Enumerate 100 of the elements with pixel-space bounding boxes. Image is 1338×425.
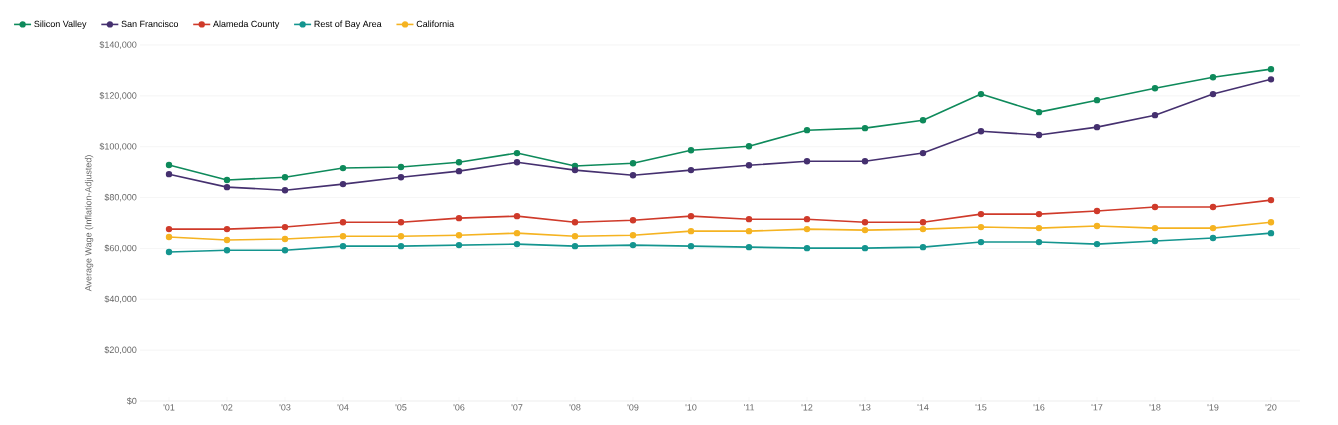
point bbox=[1267, 219, 1275, 226]
point bbox=[745, 243, 753, 251]
point bbox=[571, 219, 579, 226]
point bbox=[513, 229, 521, 237]
y-tick-label: $60,000 bbox=[104, 244, 137, 253]
point bbox=[571, 233, 579, 240]
point bbox=[919, 225, 927, 233]
point bbox=[1093, 207, 1101, 215]
point bbox=[687, 242, 695, 250]
point bbox=[861, 124, 869, 132]
x-tick-label: '18 bbox=[1149, 404, 1161, 411]
point bbox=[1093, 123, 1101, 131]
point bbox=[455, 232, 463, 239]
point bbox=[861, 244, 869, 252]
point bbox=[1151, 224, 1159, 232]
point bbox=[861, 219, 869, 226]
point bbox=[1209, 224, 1217, 232]
point bbox=[629, 160, 637, 167]
point bbox=[861, 158, 869, 165]
point bbox=[1267, 76, 1275, 83]
point bbox=[165, 170, 173, 178]
point bbox=[455, 241, 463, 249]
x-tick-label: '02 bbox=[221, 404, 233, 411]
x-tick-label: '10 bbox=[685, 404, 697, 411]
point bbox=[339, 242, 347, 250]
point bbox=[977, 238, 985, 246]
y-tick-label: $100,000 bbox=[99, 142, 137, 151]
point bbox=[1151, 237, 1159, 245]
point bbox=[165, 248, 173, 256]
legend-label: California bbox=[416, 20, 455, 28]
point bbox=[629, 217, 637, 224]
point bbox=[513, 240, 521, 248]
point bbox=[223, 183, 231, 191]
point bbox=[1093, 96, 1101, 104]
point bbox=[919, 219, 927, 226]
point bbox=[1209, 234, 1217, 242]
point bbox=[1035, 108, 1043, 116]
point bbox=[1267, 196, 1275, 204]
point bbox=[745, 227, 753, 235]
point bbox=[919, 117, 927, 124]
point bbox=[803, 244, 811, 252]
point bbox=[513, 159, 521, 166]
point bbox=[687, 227, 695, 235]
point bbox=[571, 166, 579, 174]
x-tick-label: '01 bbox=[163, 404, 175, 411]
x-tick-label: '04 bbox=[337, 404, 349, 411]
point bbox=[1209, 90, 1217, 98]
point bbox=[803, 215, 811, 223]
y-tick-label: $80,000 bbox=[104, 193, 137, 202]
point bbox=[223, 236, 231, 244]
point bbox=[281, 223, 289, 231]
point bbox=[281, 247, 289, 254]
x-tick-label: '17 bbox=[1091, 404, 1103, 411]
x-tick-label: '19 bbox=[1207, 404, 1219, 411]
x-tick-label: '20 bbox=[1265, 404, 1277, 411]
point bbox=[339, 164, 347, 172]
point bbox=[165, 233, 173, 241]
point bbox=[919, 149, 927, 157]
point bbox=[803, 225, 811, 233]
y-tick-label: $20,000 bbox=[104, 346, 137, 355]
point bbox=[223, 225, 231, 233]
point bbox=[165, 225, 173, 233]
point bbox=[397, 242, 405, 250]
point bbox=[513, 212, 521, 220]
point bbox=[745, 215, 753, 223]
y-axis-title: Average Wage (Inflation-Adjusted) bbox=[84, 155, 94, 292]
point bbox=[1093, 222, 1101, 230]
point bbox=[571, 242, 579, 250]
point bbox=[977, 90, 985, 98]
point bbox=[223, 247, 231, 254]
x-tick-label: '14 bbox=[917, 404, 929, 411]
point bbox=[397, 233, 405, 240]
point bbox=[1209, 203, 1217, 211]
legend-label: San Francisco bbox=[121, 20, 179, 28]
x-tick-label: '12 bbox=[801, 404, 813, 411]
point bbox=[629, 241, 637, 249]
point bbox=[397, 163, 405, 171]
point bbox=[455, 167, 463, 175]
legend-label: Silicon Valley bbox=[34, 20, 87, 29]
point bbox=[339, 180, 347, 188]
point bbox=[861, 226, 869, 234]
point bbox=[803, 126, 811, 134]
x-tick-label: '08 bbox=[569, 404, 581, 411]
point bbox=[455, 159, 463, 166]
point bbox=[513, 149, 521, 157]
x-tick-label: '16 bbox=[1033, 404, 1045, 411]
point bbox=[1151, 111, 1159, 119]
x-tick-label: '05 bbox=[395, 404, 407, 411]
legend-label: Rest of Bay Area bbox=[314, 20, 382, 29]
point bbox=[629, 172, 637, 179]
legend-label: Alameda County bbox=[213, 20, 280, 29]
point bbox=[1093, 240, 1101, 248]
point bbox=[977, 223, 985, 231]
point bbox=[165, 161, 173, 169]
point bbox=[397, 219, 405, 226]
point bbox=[1267, 229, 1275, 237]
point bbox=[745, 162, 753, 169]
point bbox=[281, 174, 289, 181]
y-tick-label: $120,000 bbox=[99, 91, 137, 100]
point bbox=[1035, 210, 1043, 218]
